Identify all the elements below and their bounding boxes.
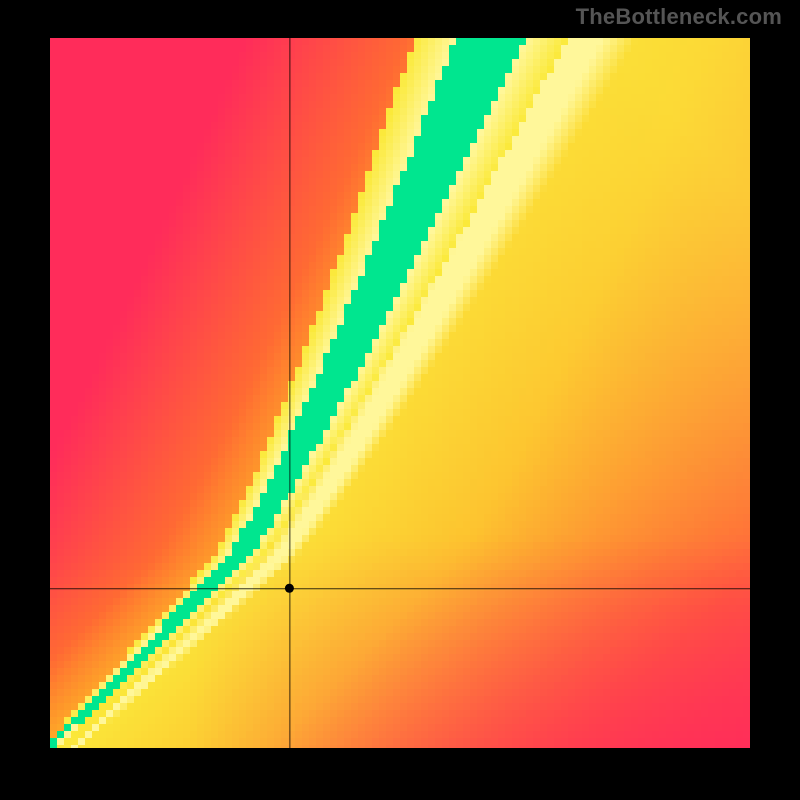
plot-area <box>50 38 750 748</box>
heatmap-canvas <box>50 38 750 748</box>
watermark-text: TheBottleneck.com <box>576 4 782 30</box>
root: TheBottleneck.com <box>0 0 800 800</box>
